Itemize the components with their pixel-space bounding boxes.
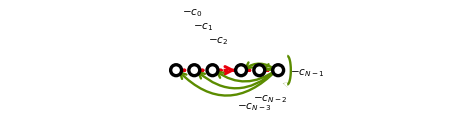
Circle shape — [272, 65, 283, 76]
Text: $-c_1$: $-c_1$ — [193, 21, 213, 33]
Text: $-c_0$: $-c_0$ — [181, 7, 202, 19]
Text: $-c_{N-1}$: $-c_{N-1}$ — [289, 67, 324, 79]
Circle shape — [235, 65, 246, 76]
Text: $-c_{N-2}$: $-c_{N-2}$ — [252, 94, 287, 105]
Circle shape — [253, 65, 264, 76]
Text: $-c_2$: $-c_2$ — [207, 36, 228, 47]
Text: $-c_{N-3}$: $-c_{N-3}$ — [236, 101, 271, 113]
Circle shape — [188, 65, 200, 76]
Circle shape — [170, 65, 181, 76]
Circle shape — [206, 65, 218, 76]
